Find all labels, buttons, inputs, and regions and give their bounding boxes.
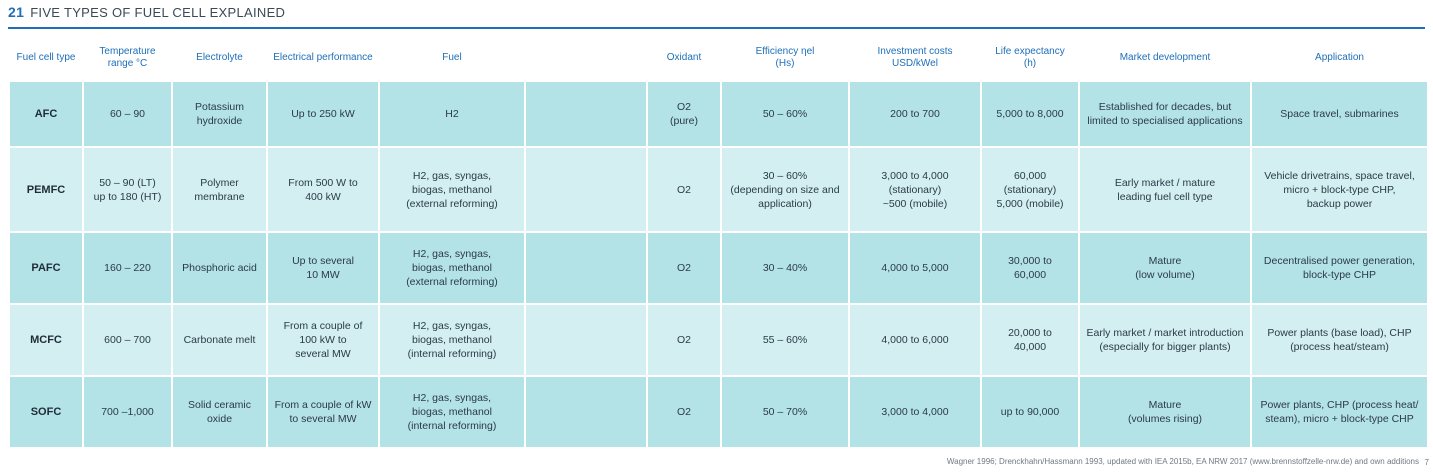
- cell-performance: From 500 W to 400 kW: [268, 148, 378, 231]
- cell-oxidant: O2: [648, 233, 720, 303]
- cell-performance: Up to 250 kW: [268, 82, 378, 146]
- cell-temperature: 160 – 220: [84, 233, 171, 303]
- cell-life: up to 90,000: [982, 377, 1078, 447]
- table-row-pafc: PAFC 160 – 220 Phosphoric acid Up to sev…: [10, 233, 1427, 303]
- figure-title-text: FIVE TYPES OF FUEL CELL EXPLAINED: [30, 5, 286, 20]
- cell-electrolyte: Carbonate melt: [173, 305, 266, 375]
- cell-application: Space travel, submarines: [1252, 82, 1427, 146]
- cell-blank: [526, 148, 646, 231]
- cell-market: Early market / mature leading fuel cell …: [1080, 148, 1250, 231]
- cell-temperature: 60 – 90: [84, 82, 171, 146]
- cell-type: MCFC: [10, 305, 82, 375]
- cell-type: AFC: [10, 82, 82, 146]
- cell-application: Decentralised power generation, block-ty…: [1252, 233, 1427, 303]
- cell-application: Power plants (base load), CHP (process h…: [1252, 305, 1427, 375]
- source-note: Wagner 1996; Drenckhahn/Hassmann 1993, u…: [946, 457, 1419, 466]
- cell-type: SOFC: [10, 377, 82, 447]
- cell-market: Mature (low volume): [1080, 233, 1250, 303]
- cell-blank: [526, 305, 646, 375]
- cell-market: Mature (volumes rising): [1080, 377, 1250, 447]
- col-header-oxidant: Oxidant: [648, 35, 720, 80]
- cell-blank: [526, 377, 646, 447]
- cell-efficiency: 55 – 60%: [722, 305, 848, 375]
- cell-market: Established for decades, but limited to …: [1080, 82, 1250, 146]
- table-row-sofc: SOFC 700 –1,000 Solid ceramic oxide From…: [10, 377, 1427, 447]
- cell-life: 60,000 (stationary) 5,000 (mobile): [982, 148, 1078, 231]
- cell-market: Early market / market introduction (espe…: [1080, 305, 1250, 375]
- cell-investment: 4,000 to 5,000: [850, 233, 980, 303]
- col-header-efficiency: Efficiency ηel (Hs): [722, 35, 848, 80]
- header-row: Fuel cell type Temperature range °C Elec…: [10, 35, 1427, 80]
- cell-oxidant: O2: [648, 305, 720, 375]
- col-header-blank: [526, 35, 646, 80]
- col-header-application: Application: [1252, 35, 1427, 80]
- cell-investment: 3,000 to 4,000: [850, 377, 980, 447]
- cell-investment: 3,000 to 4,000 (stationary) ~500 (mobile…: [850, 148, 980, 231]
- cell-type: PEMFC: [10, 148, 82, 231]
- fuel-cell-table: Fuel cell type Temperature range °C Elec…: [8, 33, 1429, 449]
- figure-number: 21: [8, 4, 25, 20]
- cell-oxidant: O2 (pure): [648, 82, 720, 146]
- cell-performance: Up to several 10 MW: [268, 233, 378, 303]
- cell-application: Power plants, CHP (process heat/ steam),…: [1252, 377, 1427, 447]
- cell-fuel: H2, gas, syngas, biogas, methanol (inter…: [380, 305, 524, 375]
- cell-life: 30,000 to 60,000: [982, 233, 1078, 303]
- cell-oxidant: O2: [648, 148, 720, 231]
- cell-fuel: H2, gas, syngas, biogas, methanol (exter…: [380, 233, 524, 303]
- cell-electrolyte: Phosphoric acid: [173, 233, 266, 303]
- cell-electrolyte: Potassium hydroxide: [173, 82, 266, 146]
- cell-type: PAFC: [10, 233, 82, 303]
- cell-fuel: H2: [380, 82, 524, 146]
- cell-blank: [526, 233, 646, 303]
- page-mark: 7: [1424, 458, 1429, 467]
- figure-title: 21 FIVE TYPES OF FUEL CELL EXPLAINED: [8, 4, 285, 20]
- cell-electrolyte: Polymer membrane: [173, 148, 266, 231]
- cell-fuel: H2, gas, syngas, biogas, methanol (exter…: [380, 148, 524, 231]
- title-divider: [8, 27, 1425, 29]
- cell-electrolyte: Solid ceramic oxide: [173, 377, 266, 447]
- cell-temperature: 600 – 700: [84, 305, 171, 375]
- col-header-market: Market development: [1080, 35, 1250, 80]
- col-header-electrolyte: Electrolyte: [173, 35, 266, 80]
- cell-temperature: 50 – 90 (LT) up to 180 (HT): [84, 148, 171, 231]
- cell-efficiency: 30 – 60% (depending on size and applicat…: [722, 148, 848, 231]
- cell-efficiency: 30 – 40%: [722, 233, 848, 303]
- cell-fuel: H2, gas, syngas, biogas, methanol (inter…: [380, 377, 524, 447]
- cell-investment: 200 to 700: [850, 82, 980, 146]
- cell-temperature: 700 –1,000: [84, 377, 171, 447]
- cell-investment: 4,000 to 6,000: [850, 305, 980, 375]
- col-header-temperature: Temperature range °C: [84, 35, 171, 80]
- col-header-performance: Electrical performance: [268, 35, 378, 80]
- cell-blank: [526, 82, 646, 146]
- col-header-fuel: Fuel: [380, 35, 524, 80]
- cell-life: 5,000 to 8,000: [982, 82, 1078, 146]
- col-header-type: Fuel cell type: [10, 35, 82, 80]
- cell-performance: From a couple of kW to several MW: [268, 377, 378, 447]
- col-header-life: Life expectancy (h): [982, 35, 1078, 80]
- cell-performance: From a couple of 100 kW to several MW: [268, 305, 378, 375]
- cell-efficiency: 50 – 60%: [722, 82, 848, 146]
- cell-life: 20,000 to 40,000: [982, 305, 1078, 375]
- col-header-investment: Investment costs USD/kWel: [850, 35, 980, 80]
- table-row-mcfc: MCFC 600 – 700 Carbonate melt From a cou…: [10, 305, 1427, 375]
- table-row-pemfc: PEMFC 50 – 90 (LT) up to 180 (HT) Polyme…: [10, 148, 1427, 231]
- cell-oxidant: O2: [648, 377, 720, 447]
- table-row-afc: AFC 60 – 90 Potassium hydroxide Up to 25…: [10, 82, 1427, 146]
- cell-efficiency: 50 – 70%: [722, 377, 848, 447]
- cell-application: Vehicle drivetrains, space travel, micro…: [1252, 148, 1427, 231]
